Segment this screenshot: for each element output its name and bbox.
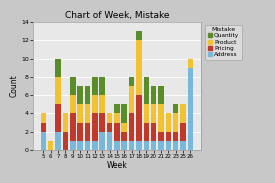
Bar	[158, 132, 164, 141]
Bar	[77, 104, 83, 123]
Bar	[144, 123, 149, 141]
Bar	[188, 59, 193, 68]
Bar	[92, 141, 98, 150]
Bar	[180, 123, 186, 141]
Bar	[136, 31, 142, 40]
Bar	[107, 123, 112, 132]
Bar	[114, 104, 120, 113]
Bar	[129, 86, 134, 113]
Bar	[129, 77, 134, 86]
Bar	[136, 95, 142, 141]
Bar	[173, 141, 178, 150]
Bar	[188, 68, 193, 150]
Bar	[144, 77, 149, 104]
Bar	[180, 141, 186, 150]
Bar	[107, 113, 112, 123]
Bar	[70, 95, 76, 113]
Bar	[92, 77, 98, 95]
Bar	[151, 104, 156, 123]
Bar	[107, 132, 112, 150]
Bar	[100, 77, 105, 95]
Bar	[70, 113, 76, 141]
Bar	[129, 141, 134, 150]
Bar	[173, 104, 178, 113]
Bar	[55, 59, 61, 77]
Bar	[85, 104, 90, 123]
Bar	[166, 132, 171, 141]
Bar	[92, 95, 98, 113]
Bar	[129, 113, 134, 141]
Bar	[85, 141, 90, 150]
Bar	[48, 141, 53, 150]
Bar	[136, 141, 142, 150]
Bar	[151, 141, 156, 150]
Bar	[158, 104, 164, 132]
Bar	[41, 123, 46, 132]
Bar	[122, 123, 127, 132]
Bar	[166, 141, 171, 150]
Bar	[100, 132, 105, 150]
Bar	[85, 123, 90, 141]
Bar	[173, 132, 178, 141]
Bar	[63, 113, 68, 132]
Bar	[122, 132, 127, 141]
Bar	[136, 40, 142, 95]
Bar	[114, 141, 120, 150]
Bar	[85, 86, 90, 104]
Bar	[100, 95, 105, 113]
Bar	[144, 141, 149, 150]
Title: Chart of Week, Mistake: Chart of Week, Mistake	[65, 11, 169, 20]
Bar	[173, 113, 178, 132]
Bar	[70, 141, 76, 150]
Bar	[158, 86, 164, 104]
Bar	[41, 113, 46, 123]
Bar	[77, 123, 83, 141]
Bar	[151, 86, 156, 104]
Bar	[55, 77, 61, 104]
Bar	[114, 123, 120, 141]
Bar	[158, 141, 164, 150]
Bar	[122, 141, 127, 150]
X-axis label: Week: Week	[106, 161, 127, 170]
Bar	[77, 141, 83, 150]
Legend: Quantity, Product, Pricing, Address: Quantity, Product, Pricing, Address	[205, 25, 242, 59]
Bar	[114, 113, 120, 123]
Bar	[41, 132, 46, 150]
Bar	[122, 104, 127, 123]
Bar	[63, 132, 68, 150]
Bar	[151, 123, 156, 141]
Bar	[180, 104, 186, 123]
Bar	[100, 113, 105, 132]
Bar	[55, 104, 61, 132]
Y-axis label: Count: Count	[9, 75, 18, 97]
Bar	[166, 113, 171, 132]
Bar	[144, 104, 149, 123]
Bar	[77, 86, 83, 104]
Bar	[70, 77, 76, 95]
Bar	[55, 132, 61, 150]
Bar	[92, 113, 98, 141]
